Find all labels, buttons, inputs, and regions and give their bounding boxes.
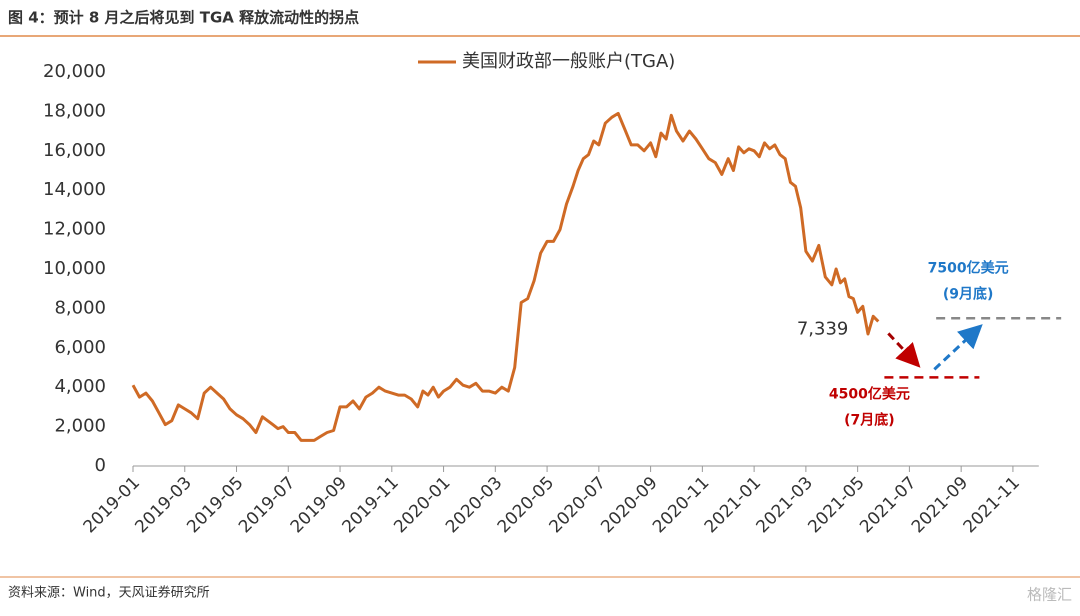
x-tick-label: 2019-01 — [80, 473, 144, 537]
x-tick-label: 2021-11 — [960, 473, 1024, 537]
y-tick-label: 8,000 — [54, 297, 106, 318]
data-label: 7,339 — [797, 318, 849, 339]
x-tick-label: 2020-05 — [494, 473, 558, 537]
series-line — [131, 111, 880, 442]
y-tick-label: 16,000 — [43, 140, 106, 161]
x-tick-label: 2020-07 — [546, 473, 610, 537]
x-tick-label: 2020-01 — [390, 473, 454, 537]
y-tick-label: 12,000 — [43, 219, 106, 240]
figure-title: 图 4：预计 8 月之后将见到 TGA 释放流动性的拐点 — [8, 9, 359, 27]
x-tick-label: 2021-03 — [753, 473, 817, 537]
y-tick-label: 14,000 — [43, 179, 106, 200]
y-tick-label: 18,000 — [43, 100, 106, 121]
watermark: 格隆汇 — [1027, 586, 1072, 604]
x-tick-label: 2021-05 — [804, 473, 868, 537]
annotation-text: 4500亿美元 — [829, 385, 910, 402]
arrow-down — [887, 332, 921, 368]
annotation-note: (9月底) — [943, 285, 994, 302]
y-tick-label: 20,000 — [43, 61, 106, 82]
source: 资料来源：Wind，天风证券研究所 — [8, 585, 210, 601]
annotation-note: (7月底) — [844, 411, 895, 428]
x-tick-label: 2020-09 — [597, 473, 661, 537]
x-tick-label: 2019-09 — [287, 473, 351, 537]
y-tick-label: 2,000 — [54, 416, 106, 437]
y-tick-label: 10,000 — [43, 258, 106, 279]
x-tick-label: 2019-11 — [339, 473, 403, 537]
x-tick-label: 2021-07 — [856, 473, 920, 537]
legend-label: 美国财政部一般账户(TGA) — [462, 51, 675, 72]
x-tick-label: 2019-05 — [183, 473, 247, 537]
y-tick-label: 6,000 — [54, 337, 106, 358]
arrow-up — [933, 324, 983, 371]
x-tick-label: 2021-01 — [701, 473, 765, 537]
x-tick-label: 2020-03 — [442, 473, 506, 537]
x-tick-label: 2021-09 — [908, 473, 972, 537]
annotation-text: 7500亿美元 — [928, 259, 1009, 276]
x-tick-label: 2019-03 — [131, 473, 195, 537]
y-tick-label: 0 — [95, 455, 106, 476]
y-tick-label: 4,000 — [54, 376, 106, 397]
x-tick-label: 2019-07 — [235, 473, 299, 537]
x-tick-label: 2020-11 — [649, 473, 713, 537]
